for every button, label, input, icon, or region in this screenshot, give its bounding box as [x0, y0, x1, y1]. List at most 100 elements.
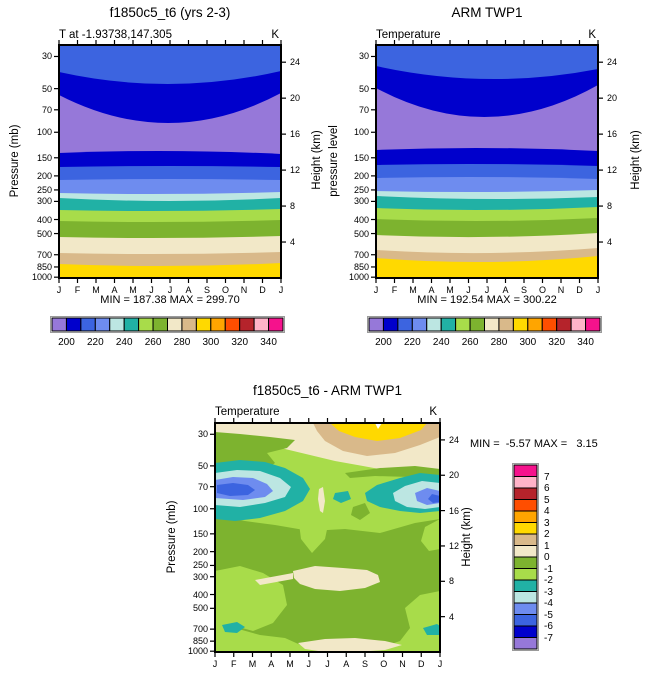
month-tick-label: N	[557, 285, 565, 295]
pressure-tick-label: 700	[192, 624, 208, 635]
obs-field-label: Temperature	[376, 29, 441, 41]
month-tick-label: M	[286, 659, 294, 669]
plot-frame	[214, 422, 441, 653]
colorbar-tick-label: -2	[544, 575, 553, 586]
colorbar-cell	[513, 556, 538, 569]
colorbar-cell	[469, 317, 485, 332]
month-tick-label: O	[221, 285, 229, 295]
pressure-tick-label: 70	[197, 481, 208, 492]
colorbar-cell	[167, 317, 183, 332]
month-tick-label: N	[240, 285, 248, 295]
height-tick-label: 12	[607, 165, 618, 176]
height-tick-label: 4	[607, 237, 613, 248]
obs-panel-title: ARM TWP1	[451, 5, 523, 20]
colorbar-tick-label: 5	[544, 494, 550, 506]
obs-minmax-caption: MIN = 192.54 MAX = 300.22	[417, 294, 557, 306]
height-tick-label: 12	[290, 165, 301, 176]
colorbar-tick-label: 340	[577, 337, 594, 348]
colorbar-cell	[513, 591, 538, 604]
month-tick-label: S	[203, 285, 210, 295]
colorbar-cell	[426, 317, 442, 332]
pressure-tick-label: 500	[353, 228, 369, 239]
month-tick-label: J	[56, 285, 62, 295]
colorbar-tick-label: 240	[432, 337, 450, 348]
diff-field-label: Temperature	[215, 406, 280, 418]
colorbar-cell	[513, 533, 538, 546]
pressure-tick-label: 70	[358, 104, 369, 115]
colorbar-cell	[570, 317, 587, 332]
colorbar-cell	[513, 499, 538, 512]
model-units-label: K	[271, 29, 279, 41]
month-tick-label: M	[129, 285, 137, 295]
colorbar-tick-label: -3	[544, 586, 553, 598]
colorbar-tick-label: 300	[519, 337, 537, 348]
colorbar-tick-label: 2	[544, 529, 550, 540]
colorbar-cell	[382, 317, 399, 332]
height-tick-label: 24	[449, 434, 460, 445]
colorbar-tick-label: -4	[544, 598, 553, 609]
pressure-tick-label: 200	[36, 170, 52, 181]
colorbar-cell	[513, 545, 538, 558]
diff-minmax-caption: MIN = -5.57 MAX = 3.15	[470, 438, 598, 450]
month-tick-label: F	[74, 285, 81, 295]
obs-units-label: K	[588, 29, 596, 41]
month-tick-label: A	[343, 659, 350, 669]
height-tick-label: 24	[290, 57, 301, 68]
colorbar-tick-label: 280	[490, 337, 508, 348]
colorbar-cell	[268, 317, 284, 332]
colorbar-cell	[51, 317, 67, 332]
model-panel-title: f1850c5_t6 (yrs 2-3)	[109, 5, 231, 20]
colorbar-tick-label: -1	[544, 563, 553, 575]
pressure-tick-label: 250	[192, 560, 208, 571]
colorbar-cell	[513, 625, 538, 638]
pressure-tick-label: 300	[36, 196, 52, 207]
colorbar-cell	[239, 317, 255, 332]
colorbar-tick-label: 6	[544, 483, 550, 494]
colorbar-cell	[527, 317, 543, 332]
pressure-tick-label: 300	[353, 196, 369, 207]
pressure-tick-label: 1000	[31, 272, 52, 283]
pressure-tick-label: 30	[41, 51, 52, 62]
colorbar-tick-label: 240	[115, 337, 133, 348]
colorbar-cell	[123, 317, 140, 332]
pressure-tick-label: 400	[192, 589, 208, 600]
colorbar-cell	[513, 637, 538, 650]
pressure-tick-label: 100	[36, 127, 52, 138]
colorbar-cell	[498, 317, 514, 332]
colorbar-cell	[513, 476, 538, 489]
month-tick-label: D	[259, 285, 266, 295]
model-minmax-caption: MIN = 187.38 MAX = 299.70	[100, 294, 240, 306]
colorbar-cell	[94, 317, 111, 332]
colorbar-tick-label: -7	[544, 632, 553, 644]
month-tick-label: M	[92, 285, 100, 295]
month-tick-label: J	[167, 285, 173, 295]
colorbar-tick-label: 260	[461, 337, 479, 348]
pressure-tick-label: 850	[36, 261, 52, 272]
diff-pressure-axis-title: Pressure (mb)	[166, 500, 178, 574]
pressure-tick-label: 700	[353, 249, 369, 260]
pressure-tick-label: 100	[353, 127, 369, 138]
colorbar-cell	[224, 317, 241, 332]
colorbar-tick-label: -5	[544, 609, 553, 621]
colorbar-cell	[513, 522, 538, 535]
month-tick-label: J	[466, 285, 471, 295]
pressure-tick-label: 300	[192, 571, 208, 582]
temperature-bands	[59, 45, 281, 278]
model-colorbar	[50, 316, 285, 333]
temperature-bands	[376, 45, 598, 278]
month-tick-label: J	[373, 285, 379, 295]
month-tick-label: J	[437, 659, 443, 669]
obs-pressure-axis-title: pressure level	[328, 125, 340, 197]
month-tick-label: J	[306, 659, 312, 669]
colorbar-tick-label: 340	[260, 337, 277, 348]
pressure-tick-label: 50	[358, 83, 369, 94]
colorbar-cell	[440, 317, 457, 332]
colorbar-tick-label: 280	[173, 337, 191, 348]
diff-contour-plot	[210, 418, 445, 657]
pressure-tick-label: 150	[192, 528, 208, 539]
colorbar-cell	[253, 317, 270, 332]
pressure-tick-label: 100	[192, 503, 208, 514]
pressure-tick-label: 850	[353, 261, 369, 272]
colorbar-cell	[181, 317, 197, 332]
height-tick-label: 8	[607, 201, 613, 212]
